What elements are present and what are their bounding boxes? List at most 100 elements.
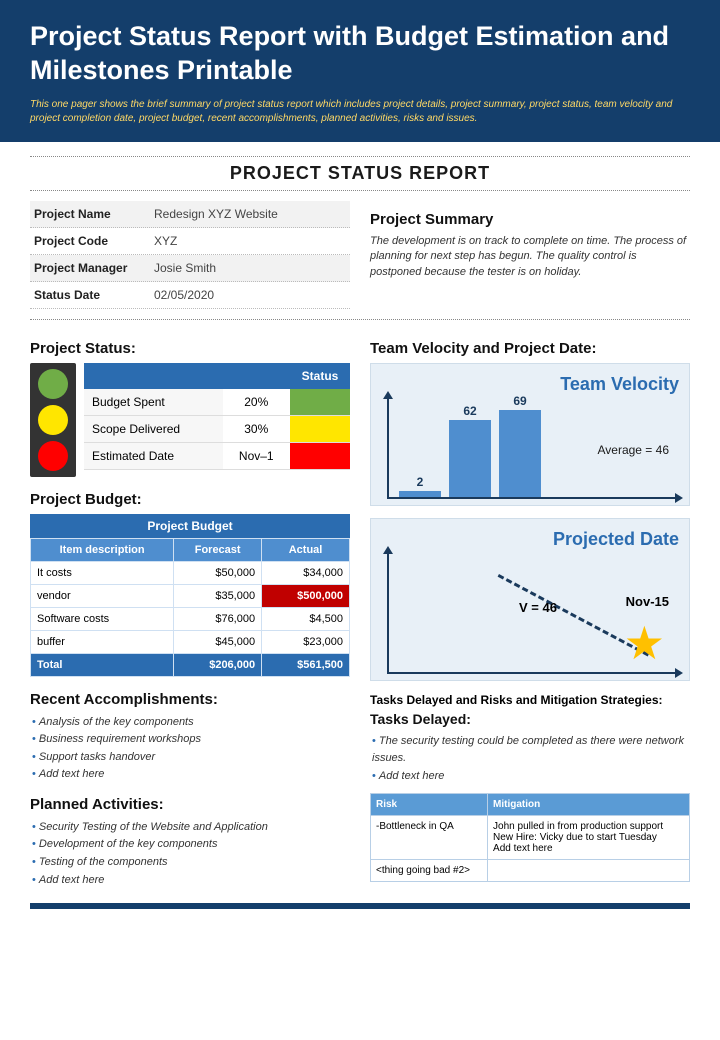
budget-caption: Project Budget: [30, 514, 350, 538]
detail-key: Project Code: [34, 234, 154, 248]
accomplishments-list: Analysis of the key componentsBusiness r…: [30, 714, 350, 784]
list-item: Add text here: [372, 768, 690, 786]
page-header: Project Status Report with Budget Estima…: [0, 0, 720, 142]
risk-col: Mitigation: [488, 794, 690, 816]
star-icon: ★: [624, 620, 665, 666]
traffic-light: [38, 405, 68, 435]
bar: 62: [449, 420, 491, 496]
detail-key: Project Manager: [34, 261, 154, 275]
mitigation-cell: [488, 860, 690, 882]
footer-bar: [30, 903, 690, 909]
divider: [30, 319, 690, 320]
status-label: Estimated Date: [84, 442, 223, 469]
list-item: Analysis of the key components: [32, 714, 350, 732]
detail-value: 02/05/2020: [154, 288, 346, 302]
detail-key: Project Name: [34, 207, 154, 221]
budget-col: Forecast: [174, 538, 262, 561]
risk-table: RiskMitigation -Bottleneck in QAJohn pul…: [370, 793, 690, 882]
page-title: Project Status Report with Budget Estima…: [30, 20, 690, 88]
budget-cell: Total: [31, 653, 174, 676]
budget-row: buffer$45,000$23,000: [31, 630, 350, 653]
project-summary-box: Project Summary The development is on tr…: [370, 201, 690, 309]
detail-value: XYZ: [154, 234, 346, 248]
status-row: Scope Delivered30%: [84, 415, 350, 442]
budget-cell: $4,500: [262, 607, 350, 630]
list-item: Add text here: [32, 872, 350, 890]
arrow-up-icon: [383, 546, 393, 554]
traffic-light: [38, 441, 68, 471]
details-row: Project NameRedesign XYZ WebsiteProject …: [30, 201, 690, 309]
list-item: Support tasks handover: [32, 749, 350, 767]
budget-cell: $500,000: [262, 584, 350, 607]
left-col: Project Status: Status Budget Spent20%Sc…: [30, 330, 350, 890]
bar-label: 62: [449, 404, 491, 418]
budget-cell: $45,000: [174, 630, 262, 653]
status-pct: 30%: [223, 415, 290, 442]
budget-cell: $34,000: [262, 561, 350, 584]
status-wrap: Status Budget Spent20%Scope Delivered30%…: [30, 363, 350, 477]
risk-row: -Bottleneck in QAJohn pulled in from pro…: [371, 816, 690, 860]
mitigation-cell: John pulled in from production supportNe…: [488, 816, 690, 860]
bar-label: 2: [399, 475, 441, 489]
nov-label: Nov-15: [626, 594, 669, 609]
detail-row: Project ManagerJosie Smith: [30, 255, 350, 282]
v-label: V = 46: [519, 600, 557, 615]
detail-row: Project CodeXYZ: [30, 228, 350, 255]
planned-heading: Planned Activities:: [30, 796, 350, 813]
status-label: Scope Delivered: [84, 415, 223, 442]
traffic-light-icon: [30, 363, 76, 477]
average-label: Average = 46: [597, 443, 669, 457]
budget-cell: $76,000: [174, 607, 262, 630]
budget-cell: buffer: [31, 630, 174, 653]
projected-date-chart: Projected Date V = 46 Nov-15 ★: [370, 518, 690, 681]
risk-cell: -Bottleneck in QA: [371, 816, 488, 860]
bar: 2: [399, 491, 441, 497]
budget-cell: vendor: [31, 584, 174, 607]
budget-cell: $35,000: [174, 584, 262, 607]
budget-heading: Project Budget:: [30, 491, 350, 508]
list-item: Testing of the components: [32, 854, 350, 872]
list-item: Add text here: [32, 766, 350, 784]
budget-cell: $561,500: [262, 653, 350, 676]
detail-row: Status Date02/05/2020: [30, 282, 350, 309]
right-col: Team Velocity and Project Date: Team Vel…: [370, 330, 690, 883]
detail-value: Redesign XYZ Website: [154, 207, 346, 221]
accomplishments-heading: Recent Accomplishments:: [30, 691, 350, 708]
budget-cell: $23,000: [262, 630, 350, 653]
status-color: [290, 442, 350, 469]
arrow-right-icon: [675, 493, 683, 503]
status-pct: 20%: [223, 389, 290, 416]
detail-value: Josie Smith: [154, 261, 346, 275]
detail-key: Status Date: [34, 288, 154, 302]
content: PROJECT STATUS REPORT Project NameRedesi…: [0, 142, 720, 940]
budget-col: Actual: [262, 538, 350, 561]
risk-col: Risk: [371, 794, 488, 816]
budget-cell: $50,000: [174, 561, 262, 584]
arrow-up-icon: [383, 391, 393, 399]
status-col-header: Status: [290, 363, 350, 389]
arrow-right-icon: [675, 668, 683, 678]
summary-heading: Project Summary: [370, 211, 690, 228]
detail-row: Project NameRedesign XYZ Website: [30, 201, 350, 228]
budget-col: Item description: [31, 538, 174, 561]
velocity-chart-title: Team Velocity: [381, 374, 679, 395]
projected-chart-title: Projected Date: [381, 529, 679, 550]
risks-section-heading: Tasks Delayed and Risks and Mitigation S…: [370, 693, 690, 707]
velocity-chart: Team Velocity 2 62 69 Average = 46: [370, 363, 690, 506]
status-pct: Nov–1: [223, 442, 290, 469]
status-table: Status Budget Spent20%Scope Delivered30%…: [84, 363, 350, 470]
bar-label: 69: [499, 394, 541, 408]
budget-cell: $206,000: [174, 653, 262, 676]
budget-cell: It costs: [31, 561, 174, 584]
budget-row: vendor$35,000$500,000: [31, 584, 350, 607]
status-color: [290, 415, 350, 442]
mid-row: Project Status: Status Budget Spent20%Sc…: [30, 330, 690, 890]
list-item: Business requirement workshops: [32, 731, 350, 749]
report-title: PROJECT STATUS REPORT: [230, 163, 490, 183]
planned-list: Security Testing of the Website and Appl…: [30, 819, 350, 889]
risk-cell: <thing going bad #2>: [371, 860, 488, 882]
budget-cell: Software costs: [31, 607, 174, 630]
status-label: Budget Spent: [84, 389, 223, 416]
traffic-light: [38, 369, 68, 399]
page: Project Status Report with Budget Estima…: [0, 0, 720, 939]
